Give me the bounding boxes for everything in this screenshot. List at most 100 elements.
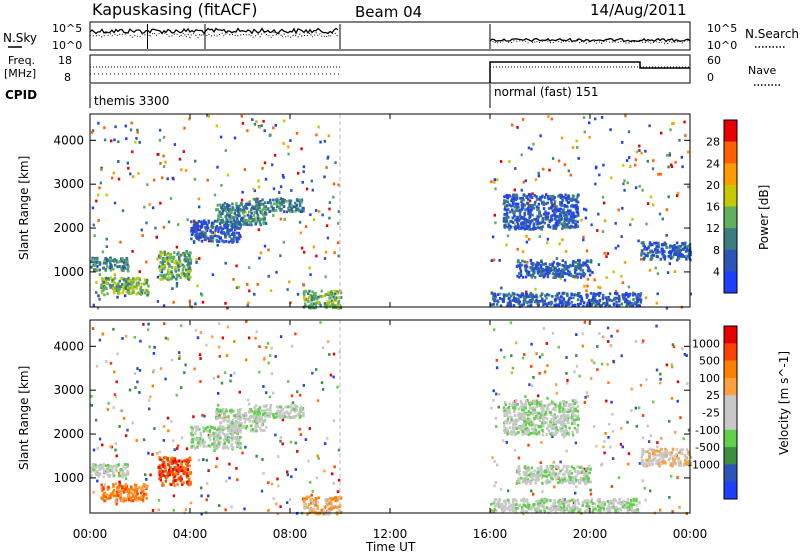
heatmap-cell xyxy=(214,226,218,230)
heatmap-cell xyxy=(572,212,575,215)
heatmap-cell xyxy=(565,267,568,271)
heatmap-cell xyxy=(506,301,510,305)
heatmap-cell xyxy=(533,224,536,228)
heatmap-cell xyxy=(634,302,637,306)
heatmap-cell xyxy=(543,404,546,408)
heatmap-cell xyxy=(263,419,267,423)
heatmap-cell xyxy=(639,383,643,387)
heatmap-cell xyxy=(198,205,201,209)
heatmap-cell xyxy=(529,432,532,435)
heatmap-cell xyxy=(530,266,533,269)
heatmap-cell xyxy=(266,201,270,204)
heatmap-cell xyxy=(627,452,631,456)
heatmap-cell xyxy=(552,197,555,201)
heatmap-cell xyxy=(503,225,506,229)
heatmap-cell xyxy=(265,208,268,212)
heatmap-cell xyxy=(558,405,561,408)
heatmap-cell xyxy=(517,302,520,305)
heatmap-cell xyxy=(548,263,552,266)
heatmap-cell xyxy=(535,205,539,209)
heatmap-cell xyxy=(241,208,245,212)
heatmap-cell xyxy=(556,262,559,266)
heatmap-cell xyxy=(204,427,207,430)
heatmap-cell xyxy=(153,427,156,430)
heatmap-cell xyxy=(576,405,579,408)
heatmap-cell xyxy=(528,420,531,424)
heatmap-cell xyxy=(330,299,334,303)
heatmap-cell xyxy=(281,199,284,203)
heatmap-cell xyxy=(162,267,166,270)
heatmap-cell xyxy=(573,271,577,274)
heatmap-cell xyxy=(564,404,567,407)
freq-trace xyxy=(90,61,690,83)
heatmap-cell xyxy=(564,425,567,428)
heatmap-cell xyxy=(270,209,273,213)
heatmap-cell xyxy=(191,440,194,444)
heatmap-cell xyxy=(527,193,531,197)
heatmap-cell xyxy=(512,295,516,299)
heatmap-cell xyxy=(558,263,561,266)
heatmap-cell xyxy=(136,128,139,132)
heatmap-cell xyxy=(676,191,680,195)
heatmap-cell xyxy=(549,225,552,229)
heatmap-cell xyxy=(276,405,279,408)
heatmap-cell xyxy=(569,210,572,213)
heatmap-cell xyxy=(575,293,578,297)
heatmap-cell xyxy=(175,472,178,475)
heatmap-cell xyxy=(322,512,325,516)
heatmap-cell xyxy=(544,213,548,217)
heatmap-cell xyxy=(159,478,163,482)
heatmap-cell xyxy=(532,376,535,379)
heatmap-cell xyxy=(131,287,134,291)
heatmap-cell xyxy=(521,118,525,121)
heatmap-cell xyxy=(105,265,109,268)
heatmap-cell xyxy=(671,510,674,513)
heatmap-cell xyxy=(655,324,658,328)
heatmap-cell xyxy=(590,223,593,227)
heatmap-cell xyxy=(523,419,526,423)
heatmap-cell xyxy=(222,445,225,449)
heatmap-cell xyxy=(625,292,628,295)
heatmap-cell xyxy=(170,456,173,460)
heatmap-cell xyxy=(243,420,247,424)
heatmap-cell xyxy=(577,304,580,308)
heatmap-cell xyxy=(541,269,544,273)
heatmap-cell xyxy=(588,464,591,468)
heatmap-cell xyxy=(519,427,522,431)
nsearch-tick-top: 10^5 xyxy=(707,22,737,35)
heatmap-cell xyxy=(272,187,276,191)
heatmap-cell xyxy=(534,300,537,304)
heatmap-cell xyxy=(221,231,225,235)
heatmap-cell xyxy=(673,247,676,250)
heatmap-cell xyxy=(214,434,218,437)
heatmap-cell xyxy=(188,262,191,266)
heatmap-cell xyxy=(554,433,557,437)
heatmap-cell xyxy=(161,277,164,281)
heatmap-cell xyxy=(625,301,629,305)
heatmap-cell xyxy=(306,512,309,516)
heatmap-cell xyxy=(124,497,128,501)
heatmap-cell xyxy=(332,375,335,379)
heatmap-cell xyxy=(527,227,531,231)
heatmap-cell xyxy=(571,399,575,402)
heatmap-cell xyxy=(253,413,257,417)
heatmap-cell xyxy=(535,293,538,297)
heatmap-cell xyxy=(518,272,521,275)
heatmap-cell xyxy=(527,207,530,211)
heatmap-cell xyxy=(179,276,182,279)
heatmap-cell xyxy=(198,437,202,440)
heatmap-cell xyxy=(132,290,135,294)
heatmap-cell xyxy=(133,285,136,289)
heatmap-cell xyxy=(113,281,117,285)
heatmap-cell xyxy=(162,304,166,308)
heatmap-cell xyxy=(526,432,529,436)
heatmap-cell xyxy=(587,299,591,303)
heatmap-cell xyxy=(282,142,285,145)
heatmap-cell xyxy=(545,265,548,269)
heatmap-cell xyxy=(149,473,152,477)
heatmap-cell xyxy=(129,128,133,132)
heatmap-cell xyxy=(318,210,321,213)
heatmap-cell xyxy=(119,240,122,244)
heatmap-cell xyxy=(502,439,505,443)
heatmap-cell xyxy=(256,200,259,204)
